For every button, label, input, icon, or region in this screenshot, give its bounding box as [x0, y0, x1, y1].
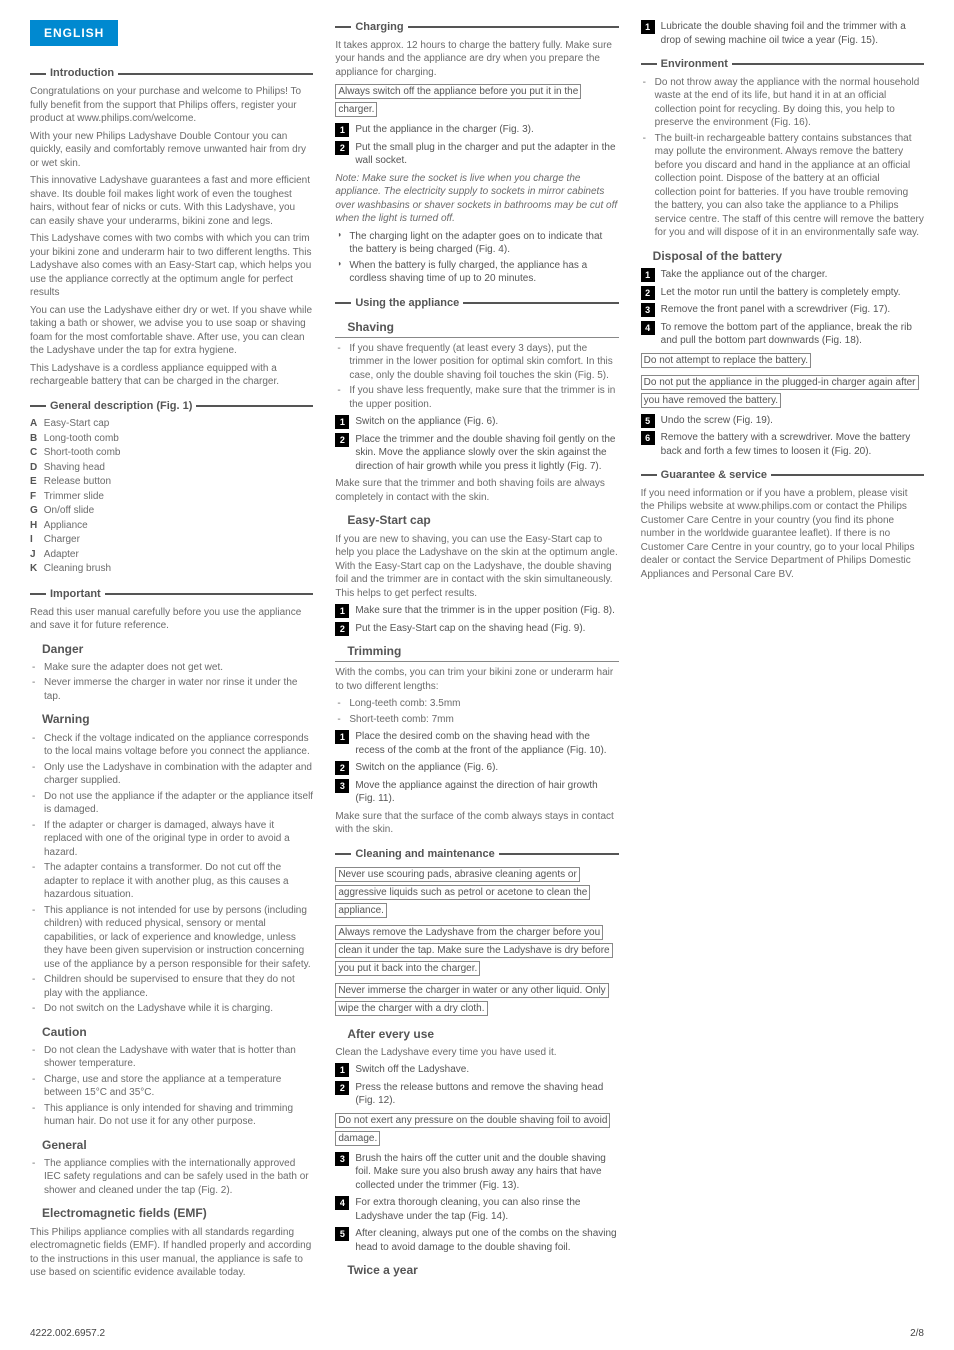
page-footer: 4222.002.6957.2 2/8 — [30, 1327, 924, 1341]
after-p: Clean the Ladyshave every time you have … — [335, 1046, 618, 1060]
intro-p: This Ladyshave is a cordless appliance e… — [30, 362, 313, 389]
intro-p: With your new Philips Ladyshave Double C… — [30, 130, 313, 171]
important-intro: Read this user manual carefully before y… — [30, 606, 313, 633]
footer-pagenum: 2/8 — [910, 1327, 924, 1341]
cleaning-heading: Cleaning and maintenance — [335, 847, 618, 862]
charging-heading: Charging — [335, 20, 618, 35]
guarantee-heading: Guarantee & service — [641, 468, 924, 483]
after-box: Do not exert any pressure on the double … — [335, 1112, 618, 1148]
warning-list: Check if the voltage indicated on the ap… — [30, 732, 313, 1016]
warning-heading: Warning — [30, 711, 313, 727]
caution-list: Do not clean the Ladyshave with water th… — [30, 1044, 313, 1129]
parts-list: AEasy-Start cap BLong-tooth comb CShort-… — [30, 417, 127, 577]
general-list: The appliance complies with the internat… — [30, 1157, 313, 1198]
trimming-heading: Trimming — [335, 643, 618, 662]
cleaning-box: Never use scouring pads, abrasive cleani… — [335, 866, 618, 920]
footer-docnum: 4222.002.6957.2 — [30, 1327, 105, 1341]
intro-p: Congratulations on your purchase and wel… — [30, 85, 313, 126]
after-steps-345: Brush the hairs off the cutter unit and … — [335, 1152, 618, 1255]
after-heading: After every use — [335, 1026, 618, 1042]
language-badge: ENGLISH — [30, 20, 118, 46]
intro-heading: Introduction — [30, 66, 313, 81]
danger-list: Make sure the adapter does not get wet. … — [30, 661, 313, 704]
twice-heading: Twice a year — [335, 1262, 618, 1278]
charging-results: The charging light on the adapter goes o… — [335, 230, 618, 286]
trimming-tail: Make sure that the surface of the comb a… — [335, 810, 618, 837]
cleaning-box: Never immerse the charger in water or an… — [335, 982, 618, 1018]
shaving-tail: Make sure that the trimmer and both shav… — [335, 477, 618, 504]
disposal-heading: Disposal of the battery — [641, 248, 924, 264]
disposal-box: Do not put the appliance in the plugged-… — [641, 374, 924, 410]
general-description-heading: General description (Fig. 1) — [30, 399, 313, 414]
emf-p: This Philips appliance complies with all… — [30, 1226, 313, 1280]
after-step-2: Press the release buttons and remove the… — [335, 1081, 618, 1108]
disposal-steps-a: Take the appliance out of the charger. L… — [641, 268, 924, 348]
intro-p: This innovative Ladyshave guarantees a f… — [30, 174, 313, 228]
using-heading: Using the appliance — [335, 296, 618, 311]
charging-intro: It takes approx. 12 hours to charge the … — [335, 39, 618, 80]
charging-warning-box: Always switch off the appliance before y… — [335, 83, 618, 119]
environment-heading: Environment — [641, 57, 924, 72]
guarantee-p: If you need information or if you have a… — [641, 487, 924, 582]
easystart-heading: Easy-Start cap — [335, 512, 618, 528]
emf-heading: Electromagnetic fields (EMF) — [30, 1205, 313, 1221]
shaving-heading: Shaving — [335, 319, 618, 338]
charging-steps: Put the appliance in the charger (Fig. 3… — [335, 123, 618, 168]
charging-note: Note: Make sure the socket is live when … — [335, 172, 618, 226]
easystart-steps: Make sure that the trimmer is in the upp… — [335, 604, 618, 635]
general-sub-heading: General — [30, 1137, 313, 1153]
trimming-lengths: Long-teeth comb: 3.5mm Short-teeth comb:… — [335, 697, 618, 726]
cleaning-box: Always remove the Ladyshave from the cha… — [335, 924, 618, 978]
disposal-box: Do not attempt to replace the battery. — [641, 352, 924, 370]
environment-list: Do not throw away the appliance with the… — [641, 76, 924, 240]
after-step-1: Switch off the Ladyshave. — [335, 1063, 618, 1077]
easystart-p: If you are new to shaving, you can use t… — [335, 533, 618, 601]
shaving-notes: If you shave frequently (at least every … — [335, 342, 618, 412]
intro-p: This Ladyshave comes with two combs with… — [30, 232, 313, 300]
twice-step: Lubricate the double shaving foil and th… — [641, 20, 924, 47]
trimming-p: With the combs, you can trim your bikini… — [335, 666, 618, 693]
caution-heading: Caution — [30, 1024, 313, 1040]
disposal-steps-b: Undo the screw (Fig. 19). Remove the bat… — [641, 414, 924, 459]
intro-p: You can use the Ladyshave either dry or … — [30, 304, 313, 358]
trimming-steps: Place the desired comb on the shaving he… — [335, 730, 618, 806]
important-heading: Important — [30, 587, 313, 602]
shaving-steps: Switch on the appliance (Fig. 6). Place … — [335, 415, 618, 473]
danger-heading: Danger — [30, 641, 313, 657]
